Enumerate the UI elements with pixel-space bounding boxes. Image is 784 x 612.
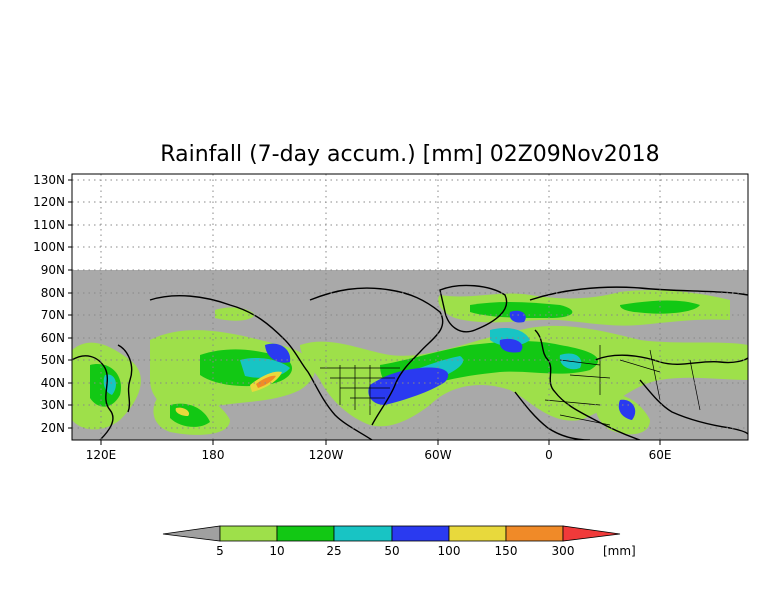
colorbar-bin (391, 525, 450, 542)
lon-label: 120W (309, 448, 344, 462)
map-plot-area (71, 173, 749, 441)
lon-label: 60E (649, 448, 672, 462)
colorbar-bin (505, 525, 564, 542)
country-boundaries (320, 345, 701, 426)
colorbar-max-arrow (562, 525, 621, 542)
lat-label: 20N (41, 421, 65, 435)
lat-label: 130N (33, 173, 65, 187)
latitude-axis: 130N 120N 110N 100N 90N 80N 70N 60N 50N … (33, 173, 72, 435)
colorbar-legend: 5 10 25 50 100 150 300 [mm] (162, 525, 636, 558)
colorbar-label: 300 (552, 544, 575, 558)
colorbar-unit: [mm] (603, 544, 636, 558)
lat-label: 100N (33, 240, 65, 254)
rainfall-shading-100 (175, 371, 282, 416)
lat-label: 40N (41, 376, 65, 390)
colorbar-min-arrow (162, 525, 221, 542)
lat-label: 70N (41, 308, 65, 322)
colorbar-bin (448, 525, 507, 542)
lon-label: 0 (545, 448, 553, 462)
colorbar-label: 100 (438, 544, 461, 558)
lat-label: 90N (41, 263, 65, 277)
lat-label: 50N (41, 353, 65, 367)
lat-label: 80N (41, 286, 65, 300)
colorbar-label: 25 (326, 544, 341, 558)
map-title: Rainfall (7-day accum.) [mm] 02Z09Nov201… (160, 142, 659, 167)
lat-label: 120N (33, 195, 65, 209)
lon-label: 180 (202, 448, 225, 462)
colorbar-bin (219, 525, 278, 542)
colorbar-bin (276, 525, 335, 542)
lon-label: 120E (86, 448, 117, 462)
lat-label: 110N (33, 218, 65, 232)
graticule (72, 174, 748, 440)
plot-frame (71, 173, 749, 441)
colorbar-bin (333, 525, 393, 542)
longitude-axis: 120E 180 120W 60W 0 60E (86, 440, 672, 462)
colorbar-label: 5 (216, 544, 224, 558)
lon-label: 60W (424, 448, 451, 462)
lat-label: 30N (41, 398, 65, 412)
colorbar-label: 50 (384, 544, 399, 558)
lat-label: 60N (41, 331, 65, 345)
colorbar-label: 10 (269, 544, 284, 558)
colorbar-label: 150 (495, 544, 518, 558)
